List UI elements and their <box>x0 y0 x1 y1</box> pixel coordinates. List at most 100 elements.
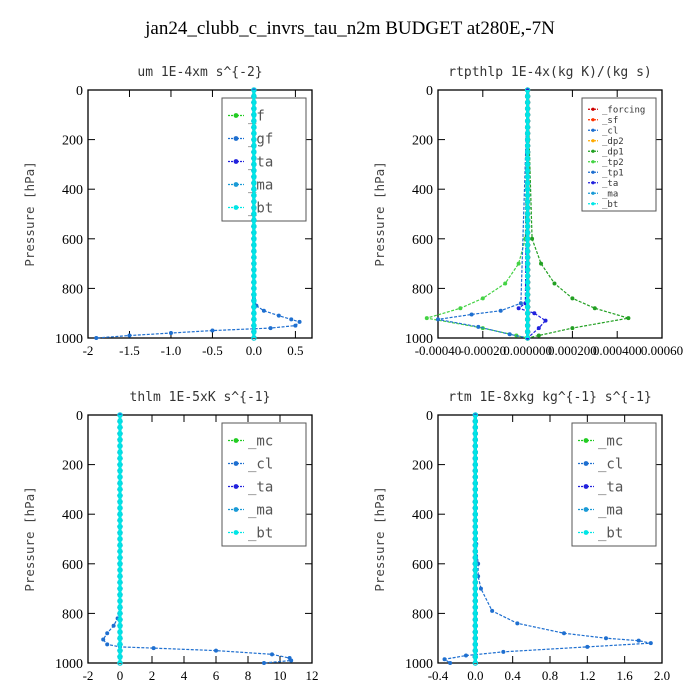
data-point <box>251 136 257 143</box>
data-point <box>472 412 478 418</box>
x-tick-label: 0.0 <box>246 343 262 358</box>
data-point <box>117 573 123 579</box>
data-point <box>117 505 123 511</box>
data-point <box>524 310 531 316</box>
data-point <box>251 236 257 242</box>
legend-marker-tp2 <box>591 160 595 164</box>
data-point <box>251 254 257 261</box>
data-point <box>524 254 531 261</box>
plot-frame <box>87 414 313 664</box>
data-point <box>524 329 531 335</box>
legend-marker-ta <box>583 484 589 489</box>
x-tick-label: -1.5 <box>119 343 140 358</box>
legend-label-ta: _ta <box>602 179 618 189</box>
thlm-budget-panel: thlm 1E-5xK s^{-1} Pressure [hPa] 0 200 400 6… <box>22 390 319 683</box>
data-point <box>111 623 116 628</box>
legend-label-ma: _ma <box>248 503 273 519</box>
data-point <box>524 236 531 242</box>
data-point <box>472 424 478 431</box>
data-point <box>261 308 266 313</box>
data-point <box>516 306 521 311</box>
data-point <box>524 180 531 186</box>
data-point <box>251 155 257 161</box>
plot-frame <box>87 89 313 339</box>
data-point <box>117 598 123 604</box>
y-tick-label: 800 <box>62 282 83 297</box>
data-point <box>472 654 478 660</box>
data-point <box>251 174 257 180</box>
plot-frame <box>437 89 663 339</box>
data-point <box>472 623 478 629</box>
series-bt <box>251 87 257 341</box>
data-point <box>117 418 123 424</box>
data-point <box>524 205 531 211</box>
legend-marker-ma <box>583 507 589 512</box>
x-tick-label: 10 <box>274 668 287 683</box>
data-point <box>524 335 531 341</box>
data-point <box>503 281 508 286</box>
data-point <box>585 644 590 649</box>
legend-label-forcing: _forcing <box>602 105 645 115</box>
data-point <box>251 205 257 211</box>
data-point <box>251 112 257 118</box>
data-point <box>472 468 478 474</box>
x-tick-label: -1.0 <box>161 343 182 358</box>
data-point <box>543 318 548 323</box>
data-point <box>117 443 123 449</box>
data-point <box>214 648 218 653</box>
legend-marker-bt <box>233 205 239 210</box>
data-point <box>524 279 531 285</box>
data-point <box>251 279 257 285</box>
data-point <box>469 312 474 317</box>
data-point <box>251 229 257 236</box>
data-point <box>251 291 257 298</box>
data-point <box>524 161 531 168</box>
y-axis-label: Pressure [hPa] <box>22 486 37 591</box>
data-point <box>472 635 478 641</box>
legend-label-bt: _bt <box>602 200 618 210</box>
x-tick-label: 0.000200 <box>548 343 597 358</box>
data-point <box>117 660 123 666</box>
data-point <box>472 486 478 493</box>
data-point <box>458 306 463 311</box>
y-axis-label: Pressure [hPa] <box>22 161 37 266</box>
data-point <box>117 480 123 486</box>
data-point <box>117 635 123 641</box>
data-point <box>472 461 478 468</box>
y-tick-label: 0 <box>426 84 433 99</box>
data-point <box>524 298 531 304</box>
data-point <box>117 641 123 648</box>
data-point <box>117 554 123 561</box>
y-tick-label: 0 <box>426 409 433 424</box>
data-point <box>524 285 531 292</box>
x-tick-label: 0 <box>117 668 124 683</box>
data-point <box>251 285 257 292</box>
data-point <box>472 604 478 610</box>
data-point <box>251 149 257 155</box>
x-tick-label: 1.2 <box>579 668 595 683</box>
data-point <box>251 304 257 310</box>
series-line-tp2 <box>426 89 529 339</box>
data-point <box>117 437 123 443</box>
data-point <box>117 523 123 530</box>
data-point <box>524 322 531 329</box>
data-point <box>472 554 478 561</box>
legend-marker-forcing <box>591 107 595 111</box>
data-point <box>524 174 531 180</box>
legend-label-mc: _mc <box>598 434 623 450</box>
legend-label-tp2: _tp2 <box>602 158 624 168</box>
data-point <box>94 336 99 340</box>
y-tick-label: 200 <box>412 459 433 474</box>
data-point <box>472 579 478 586</box>
data-point <box>536 333 541 338</box>
data-point <box>472 573 478 579</box>
data-point <box>293 323 298 328</box>
data-point <box>524 198 531 205</box>
y-tick-label: 600 <box>412 558 433 573</box>
x-tick-label: 0.000400 <box>593 343 642 358</box>
data-point <box>472 629 478 635</box>
data-point <box>472 492 478 499</box>
data-point <box>117 536 123 542</box>
data-point <box>251 217 257 223</box>
data-point <box>251 223 257 230</box>
